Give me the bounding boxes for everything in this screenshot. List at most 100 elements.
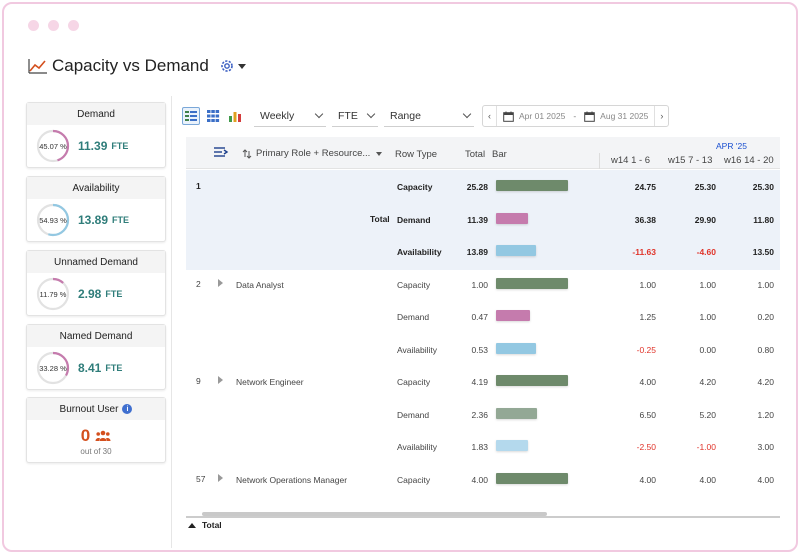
week-value: 6.50 [639, 409, 656, 420]
total-row-band [186, 170, 780, 270]
grid-footer[interactable]: Total [188, 520, 222, 530]
week-value: 0.20 [757, 312, 774, 322]
row-total: 0.47 [471, 312, 488, 322]
row-total: 4.19 [471, 377, 488, 387]
grid-icon [207, 110, 220, 122]
kpi-value: 8.41 [78, 361, 102, 375]
period-select-value: Weekly [260, 109, 295, 122]
total-bar [496, 407, 538, 419]
row-type: Demand [397, 409, 430, 420]
view-chart-button[interactable] [226, 107, 244, 125]
scrollbar-thumb[interactable] [202, 512, 547, 516]
hierarchy-icon [242, 148, 252, 159]
date-to-field[interactable]: Aug 31 2025 [578, 111, 654, 122]
view-grid-button[interactable] [204, 107, 222, 125]
week-value: 24.75 [634, 182, 656, 192]
week-value: 11.80 [753, 214, 774, 225]
kpi-ring: 54.93 % [36, 203, 70, 237]
week-value: 1.00 [699, 279, 716, 290]
caret-up-icon [188, 522, 196, 528]
kpi-card-unnamed-demand: Unnamed Demand 11.79 % 2.98 FTE [26, 250, 166, 316]
week-header[interactable]: w14 1 - 6 [611, 155, 651, 166]
date-next-button[interactable]: › [654, 106, 668, 126]
week-value: 25.30 [694, 182, 716, 192]
total-bar [496, 310, 530, 321]
kpi-ring: 11.79 % [36, 277, 70, 311]
group-by-value: Primary Role + Resource... [256, 148, 371, 159]
info-icon[interactable]: i [122, 404, 133, 414]
week-value: 1.00 [639, 279, 656, 290]
header-row-type[interactable]: Row Type [395, 149, 438, 160]
row-type: Availability [397, 442, 438, 452]
week-value: 4.00 [639, 474, 656, 485]
unit-select[interactable]: FTE [332, 105, 378, 127]
total-bar [496, 277, 568, 289]
bar-grid-icon [185, 111, 197, 121]
row-total: 1.83 [471, 442, 488, 452]
kpi-card-demand: Demand 45.07 % 11.39 FTE [26, 102, 166, 168]
collapse-all-icon[interactable] [213, 146, 229, 158]
header-total[interactable]: Total [465, 149, 486, 160]
date-range-picker: ‹ Apr 01 2025 - Aug 31 2025 › [482, 105, 670, 127]
horizontal-scrollbar[interactable] [186, 512, 780, 518]
week-value: 0.00 [699, 344, 716, 355]
week-value: 25.30 [752, 182, 774, 192]
expand-row-icon[interactable] [218, 278, 223, 287]
expand-row-icon[interactable] [218, 473, 223, 482]
total-bar [496, 342, 536, 354]
row-total: 4.00 [471, 474, 488, 485]
burnout-count: 0 [80, 426, 91, 445]
period-select[interactable]: Weekly [254, 105, 326, 127]
kpi-label: Unnamed Demand [27, 251, 165, 273]
row-total: 11.39 [467, 214, 488, 225]
week-value: 36.38 [634, 214, 656, 225]
row-type: Demand [397, 312, 430, 322]
week-value: -11.63 [632, 247, 656, 257]
row-type: Demand [397, 214, 431, 225]
date-separator: - [573, 111, 577, 121]
week-value: 4.00 [757, 474, 774, 485]
row-name: Data Analyst [236, 279, 284, 290]
caret-down-icon [376, 151, 383, 156]
kpi-value: 13.89 [78, 213, 109, 227]
row-name: Network Engineer [236, 377, 304, 387]
expand-row-icon[interactable] [218, 376, 223, 384]
group-by-select[interactable]: Primary Role + Resource... [242, 148, 383, 159]
view-bar-grid-button[interactable] [182, 107, 200, 125]
week-value: 1.00 [699, 312, 716, 322]
row-total: 2.36 [471, 409, 488, 420]
kpi-ring: 33.28 % [36, 351, 70, 385]
week-value: 1.25 [639, 312, 656, 322]
week-value: 13.50 [752, 247, 774, 257]
kpi-percent: 45.07 % [39, 141, 67, 151]
row-type: Capacity [397, 474, 431, 485]
week-value: 1.00 [757, 279, 774, 290]
kpi-unit: FTE [105, 363, 123, 373]
settings-dropdown-caret-icon[interactable] [237, 63, 246, 69]
row-id: 9 [196, 376, 201, 386]
week-header[interactable]: w16 14 - 20 [724, 155, 774, 166]
capacity-grid: Primary Role + Resource... Row Type Tota… [186, 137, 780, 517]
gear-icon[interactable] [219, 58, 235, 74]
date-to-value: Aug 31 2025 [600, 111, 649, 121]
date-from-field[interactable]: Apr 01 2025 [497, 111, 571, 122]
week-header[interactable]: w15 7 - 13 [668, 155, 713, 166]
row-id: 57 [196, 473, 206, 484]
total-bar [496, 245, 536, 256]
kpi-unit: FTE [112, 215, 130, 225]
header-bar[interactable]: Bar [492, 149, 507, 160]
window-dot-maximize[interactable] [68, 20, 79, 31]
window-dot-close[interactable] [28, 20, 39, 31]
week-value: 5.20 [699, 409, 716, 420]
row-type: Availability [397, 344, 438, 355]
footer-total-label: Total [202, 520, 222, 530]
kpi-unit: FTE [111, 141, 129, 151]
window-dot-minimize[interactable] [48, 20, 59, 31]
burnout-total: out of 30 [80, 447, 112, 456]
row-total: 25.28 [466, 182, 488, 192]
people-group-icon [95, 430, 111, 441]
kpi-value: 2.98 [78, 287, 102, 301]
range-select[interactable]: Range [384, 105, 474, 127]
date-prev-button[interactable]: ‹ [483, 106, 497, 126]
total-bar [496, 212, 529, 224]
